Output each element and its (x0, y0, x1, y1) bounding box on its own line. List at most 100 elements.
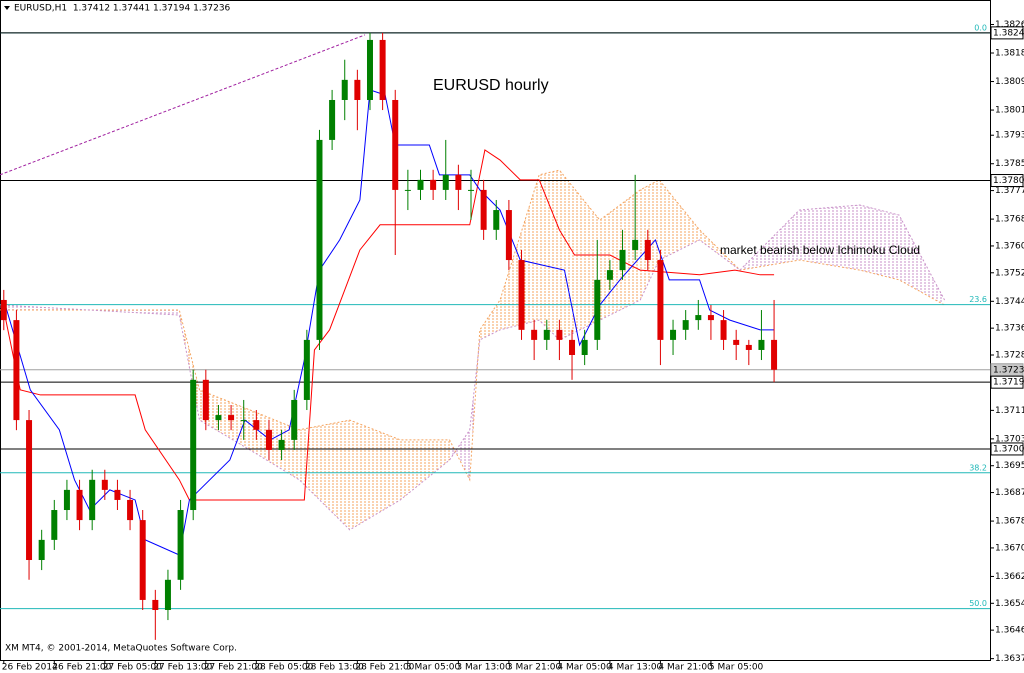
y-tick-label: 1.38095 (995, 77, 1024, 87)
candle-body (253, 420, 260, 430)
candle-body (505, 210, 512, 261)
candle-body (468, 189, 475, 191)
cloud-segment (479, 299, 501, 340)
cloud-segment (539, 170, 560, 340)
price-level-box (990, 442, 1024, 456)
candle-body (632, 239, 639, 250)
y-tick-label: 1.37525 (995, 268, 1024, 278)
cloud-segment (859, 205, 900, 280)
x-tick-label: 26 Feb 21:00 (52, 663, 111, 673)
y-tick-label: 1.36785 (995, 517, 1024, 527)
y-tick-label: 1.37605 (995, 241, 1024, 251)
candle-body (76, 489, 83, 521)
price-level-label: 1.37800 (993, 176, 1024, 186)
candle-body (63, 489, 70, 511)
x-tick-label: 27 Feb 13:00 (153, 663, 212, 673)
candle-body (366, 39, 373, 100)
price-level-box (990, 26, 1024, 40)
cloud-segment (899, 215, 945, 306)
candle-body (556, 329, 563, 340)
price-level-label: 1.37236 (993, 365, 1024, 375)
candle-body (404, 189, 411, 191)
candle-body (771, 339, 778, 370)
x-tick-label: 3 Mar 13:00 (456, 663, 511, 673)
x-tick-label: 4 Mar 05:00 (557, 663, 612, 673)
candle-body (164, 579, 171, 611)
price-level-label: 1.37199 (993, 378, 1024, 388)
candle-body (316, 139, 323, 340)
fib-label: 38.2 (969, 463, 987, 472)
cloud-segment (449, 429, 470, 480)
candle-body (329, 99, 336, 140)
cloud-segment (250, 410, 300, 480)
candle-body (291, 399, 298, 440)
cloud-segment (349, 420, 401, 530)
y-tick-label: 1.37280 (995, 350, 1024, 360)
candle-body (392, 99, 399, 190)
candle-body (354, 79, 361, 100)
candle-body (758, 339, 765, 350)
candle-body (569, 339, 576, 355)
candle-body (152, 599, 159, 611)
y-tick-label: 1.37115 (995, 406, 1024, 416)
x-tick-label: 3 Mar 05:00 (406, 663, 461, 673)
candle-body (733, 339, 740, 345)
candle-body (127, 499, 134, 521)
candle-body (114, 489, 121, 500)
candle-body (493, 210, 500, 230)
candle-body (303, 339, 310, 400)
x-tick-label: 4 Mar 21:00 (658, 663, 713, 673)
candle-body (670, 329, 677, 340)
candle-body (682, 320, 689, 330)
candle-body (644, 239, 651, 261)
candle-body (707, 315, 714, 321)
y-tick-label: 1.37030 (995, 434, 1024, 444)
candle-body (606, 270, 613, 280)
candle-body (265, 429, 272, 450)
candle-body (101, 479, 108, 490)
x-tick-label: 27 Feb 05:00 (103, 663, 162, 673)
x-tick-label: 3 Mar 21:00 (507, 663, 562, 673)
candle-body (657, 260, 664, 340)
fib-label: 50.0 (969, 599, 987, 608)
candle-body (594, 279, 601, 340)
price-level-label: 1.38240 (993, 28, 1024, 38)
menu-arrow[interactable] (4, 6, 10, 10)
candle-body (202, 379, 209, 421)
x-tick-label: 4 Mar 13:00 (608, 663, 663, 673)
y-tick-label: 1.37935 (995, 131, 1024, 141)
cloud-span (0, 169, 945, 482)
candle-body (442, 174, 449, 190)
y-tick-label: 1.38180 (995, 49, 1024, 59)
price-level-box (990, 174, 1024, 188)
y-tick-label: 1.36460 (995, 626, 1024, 636)
candle-body (619, 249, 626, 271)
candle-body (190, 379, 197, 511)
price-level-box (990, 375, 1024, 389)
candle-body (417, 179, 424, 190)
y-tick-label: 1.37360 (995, 324, 1024, 334)
x-tick-label: 5 Mar 05:00 (709, 663, 764, 673)
annotation: EURUSD hourly (433, 77, 549, 94)
cloud-segment (799, 205, 860, 271)
y-tick-label: 1.38265 (995, 20, 1024, 30)
candle-body (26, 420, 33, 561)
candle-body (531, 329, 538, 340)
plot-layer: 0.0 23.6 38.2 50.0 (0, 23, 990, 640)
x-tick-label: 28 Feb 21:00 (355, 663, 414, 673)
cloud-segment (400, 439, 450, 500)
annotation: market bearish below Ichimoku Cloud (720, 243, 920, 257)
y-tick-label: 1.36870 (995, 488, 1024, 498)
chart-title: EURUSD,H1 1.37412 1.37441 1.37194 1.3723… (14, 4, 231, 14)
cloud-segment (500, 174, 540, 330)
candle-body (518, 260, 525, 330)
cloud-segment (299, 420, 350, 530)
candle-body (379, 39, 386, 100)
candle-body (695, 315, 702, 321)
candle-body (13, 320, 20, 421)
cloud-segment (659, 179, 700, 261)
y-tick-label: 1.36540 (995, 599, 1024, 609)
y-tick-label: 1.37850 (995, 159, 1024, 169)
candle-body (720, 320, 727, 340)
